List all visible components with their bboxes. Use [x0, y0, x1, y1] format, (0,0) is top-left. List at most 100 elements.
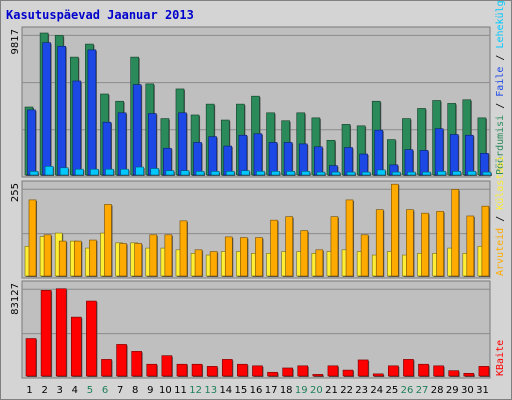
- bar-pages-day-12: [195, 171, 205, 176]
- bar-sites-day-26: [406, 209, 414, 277]
- bar-kbytes-day-4: [70, 316, 82, 377]
- bar-kbytes-day-25: [388, 365, 399, 377]
- bar-files-day-24: [374, 129, 384, 176]
- legend-top-item-4: Lehekülgi: [495, 0, 506, 49]
- bar-sites-day-9: [149, 234, 158, 277]
- bar-sites-day-28: [436, 211, 444, 277]
- bar-kbytes-day-27: [418, 363, 429, 377]
- bar-kbytes-day-23: [357, 359, 369, 377]
- bar-kbytes-day-22: [342, 369, 354, 377]
- bar-pages-day-25: [392, 171, 401, 176]
- bar-sites-day-17: [270, 219, 278, 277]
- bar-kbytes-day-6: [101, 359, 112, 377]
- bar-kbytes-day-19: [297, 365, 309, 377]
- bar-files-day-26: [404, 149, 414, 176]
- bar-files-day-27: [419, 150, 429, 176]
- bar-pages-day-5: [90, 168, 99, 176]
- x-tick-label-11: 11: [174, 385, 187, 396]
- bar-files-day-4: [72, 80, 82, 176]
- bar-pages-day-20: [316, 171, 326, 176]
- bar-pages-day-4: [74, 168, 84, 176]
- x-tick-label-9: 9: [147, 385, 153, 396]
- x-tick-label-2: 2: [41, 385, 47, 396]
- bar-kbytes-day-30: [463, 373, 475, 377]
- legend-top-item-3: /: [495, 49, 506, 67]
- x-tick-label-5: 5: [87, 385, 93, 396]
- x-tick-label-10: 10: [159, 385, 172, 396]
- bar-pages-day-27: [422, 171, 431, 176]
- bar-kbytes-day-18: [282, 367, 293, 377]
- bar-kbytes-day-16: [252, 365, 263, 377]
- bar-pages-day-11: [180, 170, 190, 176]
- bar-kbytes-day-15: [237, 363, 248, 377]
- bar-pages-day-19: [301, 171, 311, 176]
- bar-kbytes-day-31: [478, 366, 490, 377]
- x-tick-label-22: 22: [340, 385, 353, 396]
- legend-top-item-0: Pöördumisi: [495, 115, 506, 175]
- bar-pages-day-23: [361, 171, 371, 176]
- bar-kbytes-day-24: [372, 373, 384, 377]
- x-tick-label-14: 14: [219, 385, 232, 396]
- x-tick-label-17: 17: [265, 385, 278, 396]
- bar-pages-day-3: [59, 167, 69, 176]
- x-tick-label-3: 3: [57, 385, 63, 396]
- bar-pages-day-8: [135, 166, 144, 176]
- y-max-label-middle: 255: [10, 183, 21, 202]
- bar-files-day-22: [344, 147, 353, 176]
- bar-files-day-20: [314, 146, 323, 176]
- bar-sites-day-18: [285, 216, 293, 277]
- bar-sites-day-29: [451, 189, 460, 277]
- bar-kbytes-day-17: [267, 371, 278, 377]
- bar-files-day-29: [449, 134, 459, 176]
- bar-sites-day-4: [73, 240, 82, 277]
- x-tick-label-28: 28: [431, 385, 444, 396]
- bar-files-day-12: [193, 142, 202, 176]
- x-tick-label-30: 30: [461, 385, 474, 396]
- bar-sites-day-1: [28, 199, 37, 277]
- bar-kbytes-day-26: [403, 359, 414, 377]
- bar-sites-day-25: [391, 183, 399, 277]
- bar-pages-day-28: [437, 171, 446, 176]
- bar-files-day-11: [178, 112, 187, 176]
- bar-kbytes-day-3: [55, 288, 67, 377]
- bar-files-day-17: [268, 142, 278, 176]
- x-tick-label-15: 15: [235, 385, 248, 396]
- bar-kbytes-day-8: [131, 351, 142, 377]
- bar-files-day-3: [57, 45, 66, 176]
- x-tick-label-27: 27: [416, 385, 429, 396]
- bar-sites-day-16: [255, 237, 263, 277]
- x-tick-label-12: 12: [189, 385, 202, 396]
- legend-middle: Arvuteid / Külastusi: [495, 156, 506, 276]
- bar-files-day-7: [117, 112, 127, 176]
- x-tick-label-6: 6: [102, 385, 108, 396]
- bar-files-day-19: [298, 143, 308, 176]
- x-tick-label-31: 31: [476, 385, 489, 396]
- bar-pages-day-2: [44, 166, 54, 176]
- bar-pages-day-17: [271, 171, 280, 176]
- legend-bottom-item-0: KBaite: [495, 340, 506, 376]
- bar-sites-day-7: [119, 243, 127, 277]
- bar-sites-day-2: [43, 234, 52, 277]
- bar-kbytes-day-14: [221, 359, 233, 377]
- bar-kbytes-day-20: [312, 374, 324, 377]
- x-tick-label-23: 23: [355, 385, 368, 396]
- x-tick-label-16: 16: [250, 385, 263, 396]
- legend-top: Pöördumisi / Faile / Lehekülgi: [495, 0, 506, 175]
- x-tick-label-24: 24: [370, 385, 383, 396]
- bar-kbytes-day-2: [40, 290, 52, 377]
- bar-sites-day-11: [179, 220, 188, 277]
- bar-kbytes-day-10: [161, 355, 173, 377]
- x-tick-label-29: 29: [446, 385, 459, 396]
- bar-kbytes-day-12: [191, 363, 203, 377]
- x-tick-label-7: 7: [117, 385, 123, 396]
- bar-sites-day-27: [421, 212, 429, 277]
- bar-files-day-18: [283, 142, 293, 176]
- x-tick-label-13: 13: [204, 385, 217, 396]
- y-max-label-bottom: 83127: [10, 283, 21, 315]
- bar-pages-day-29: [452, 171, 462, 176]
- bar-sites-day-8: [134, 243, 142, 277]
- bar-pages-day-7: [120, 168, 129, 176]
- bar-kbytes-day-9: [146, 363, 158, 377]
- bar-kbytes-day-21: [327, 365, 339, 377]
